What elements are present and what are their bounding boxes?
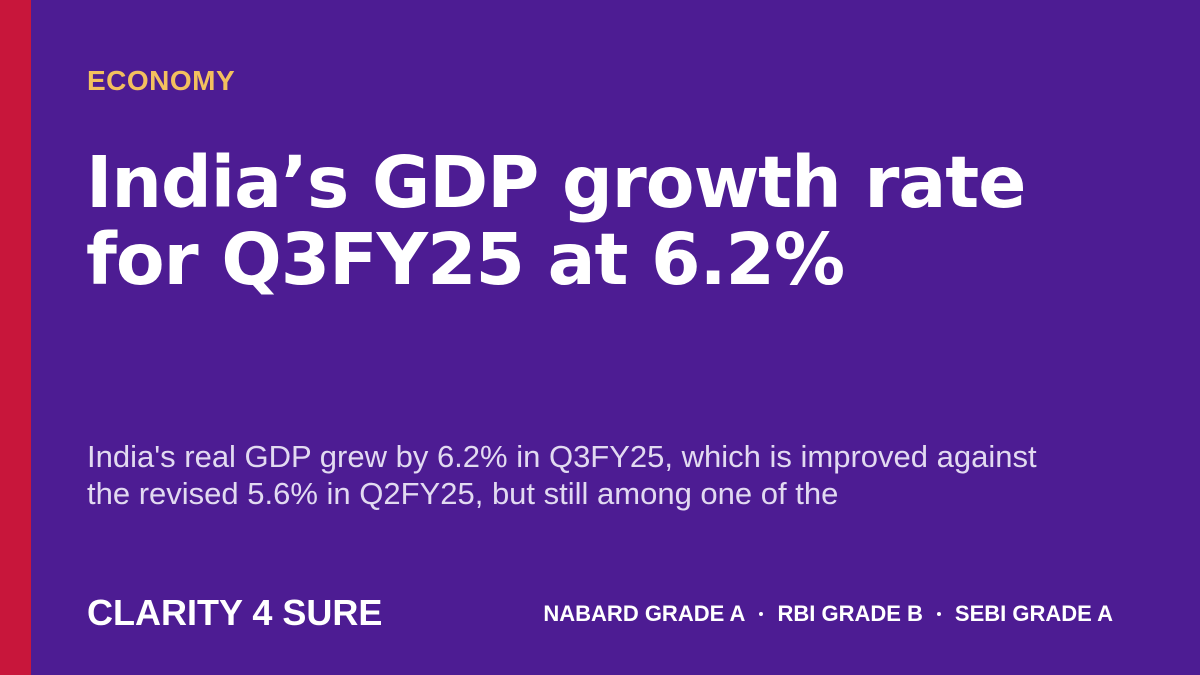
separator-dot (759, 612, 764, 616)
excerpt: India's real GDP grew by 6.2% in Q3FY25,… (87, 439, 1037, 511)
exam-tag: RBI GRADE B (777, 601, 923, 626)
exam-tags: NABARD GRADE A RBI GRADE B SEBI GRADE A (543, 600, 1113, 628)
exam-tag: NABARD GRADE A (543, 601, 746, 626)
exam-tag: SEBI GRADE A (954, 601, 1113, 626)
category-label: ECONOMY (87, 65, 236, 96)
brand-name: CLARITY 4 SURE (87, 592, 383, 633)
headline: India’s GDP growth rate for Q3FY25 at 6.… (86, 141, 1026, 301)
accent-bar (0, 0, 31, 675)
separator-dot (936, 612, 941, 616)
